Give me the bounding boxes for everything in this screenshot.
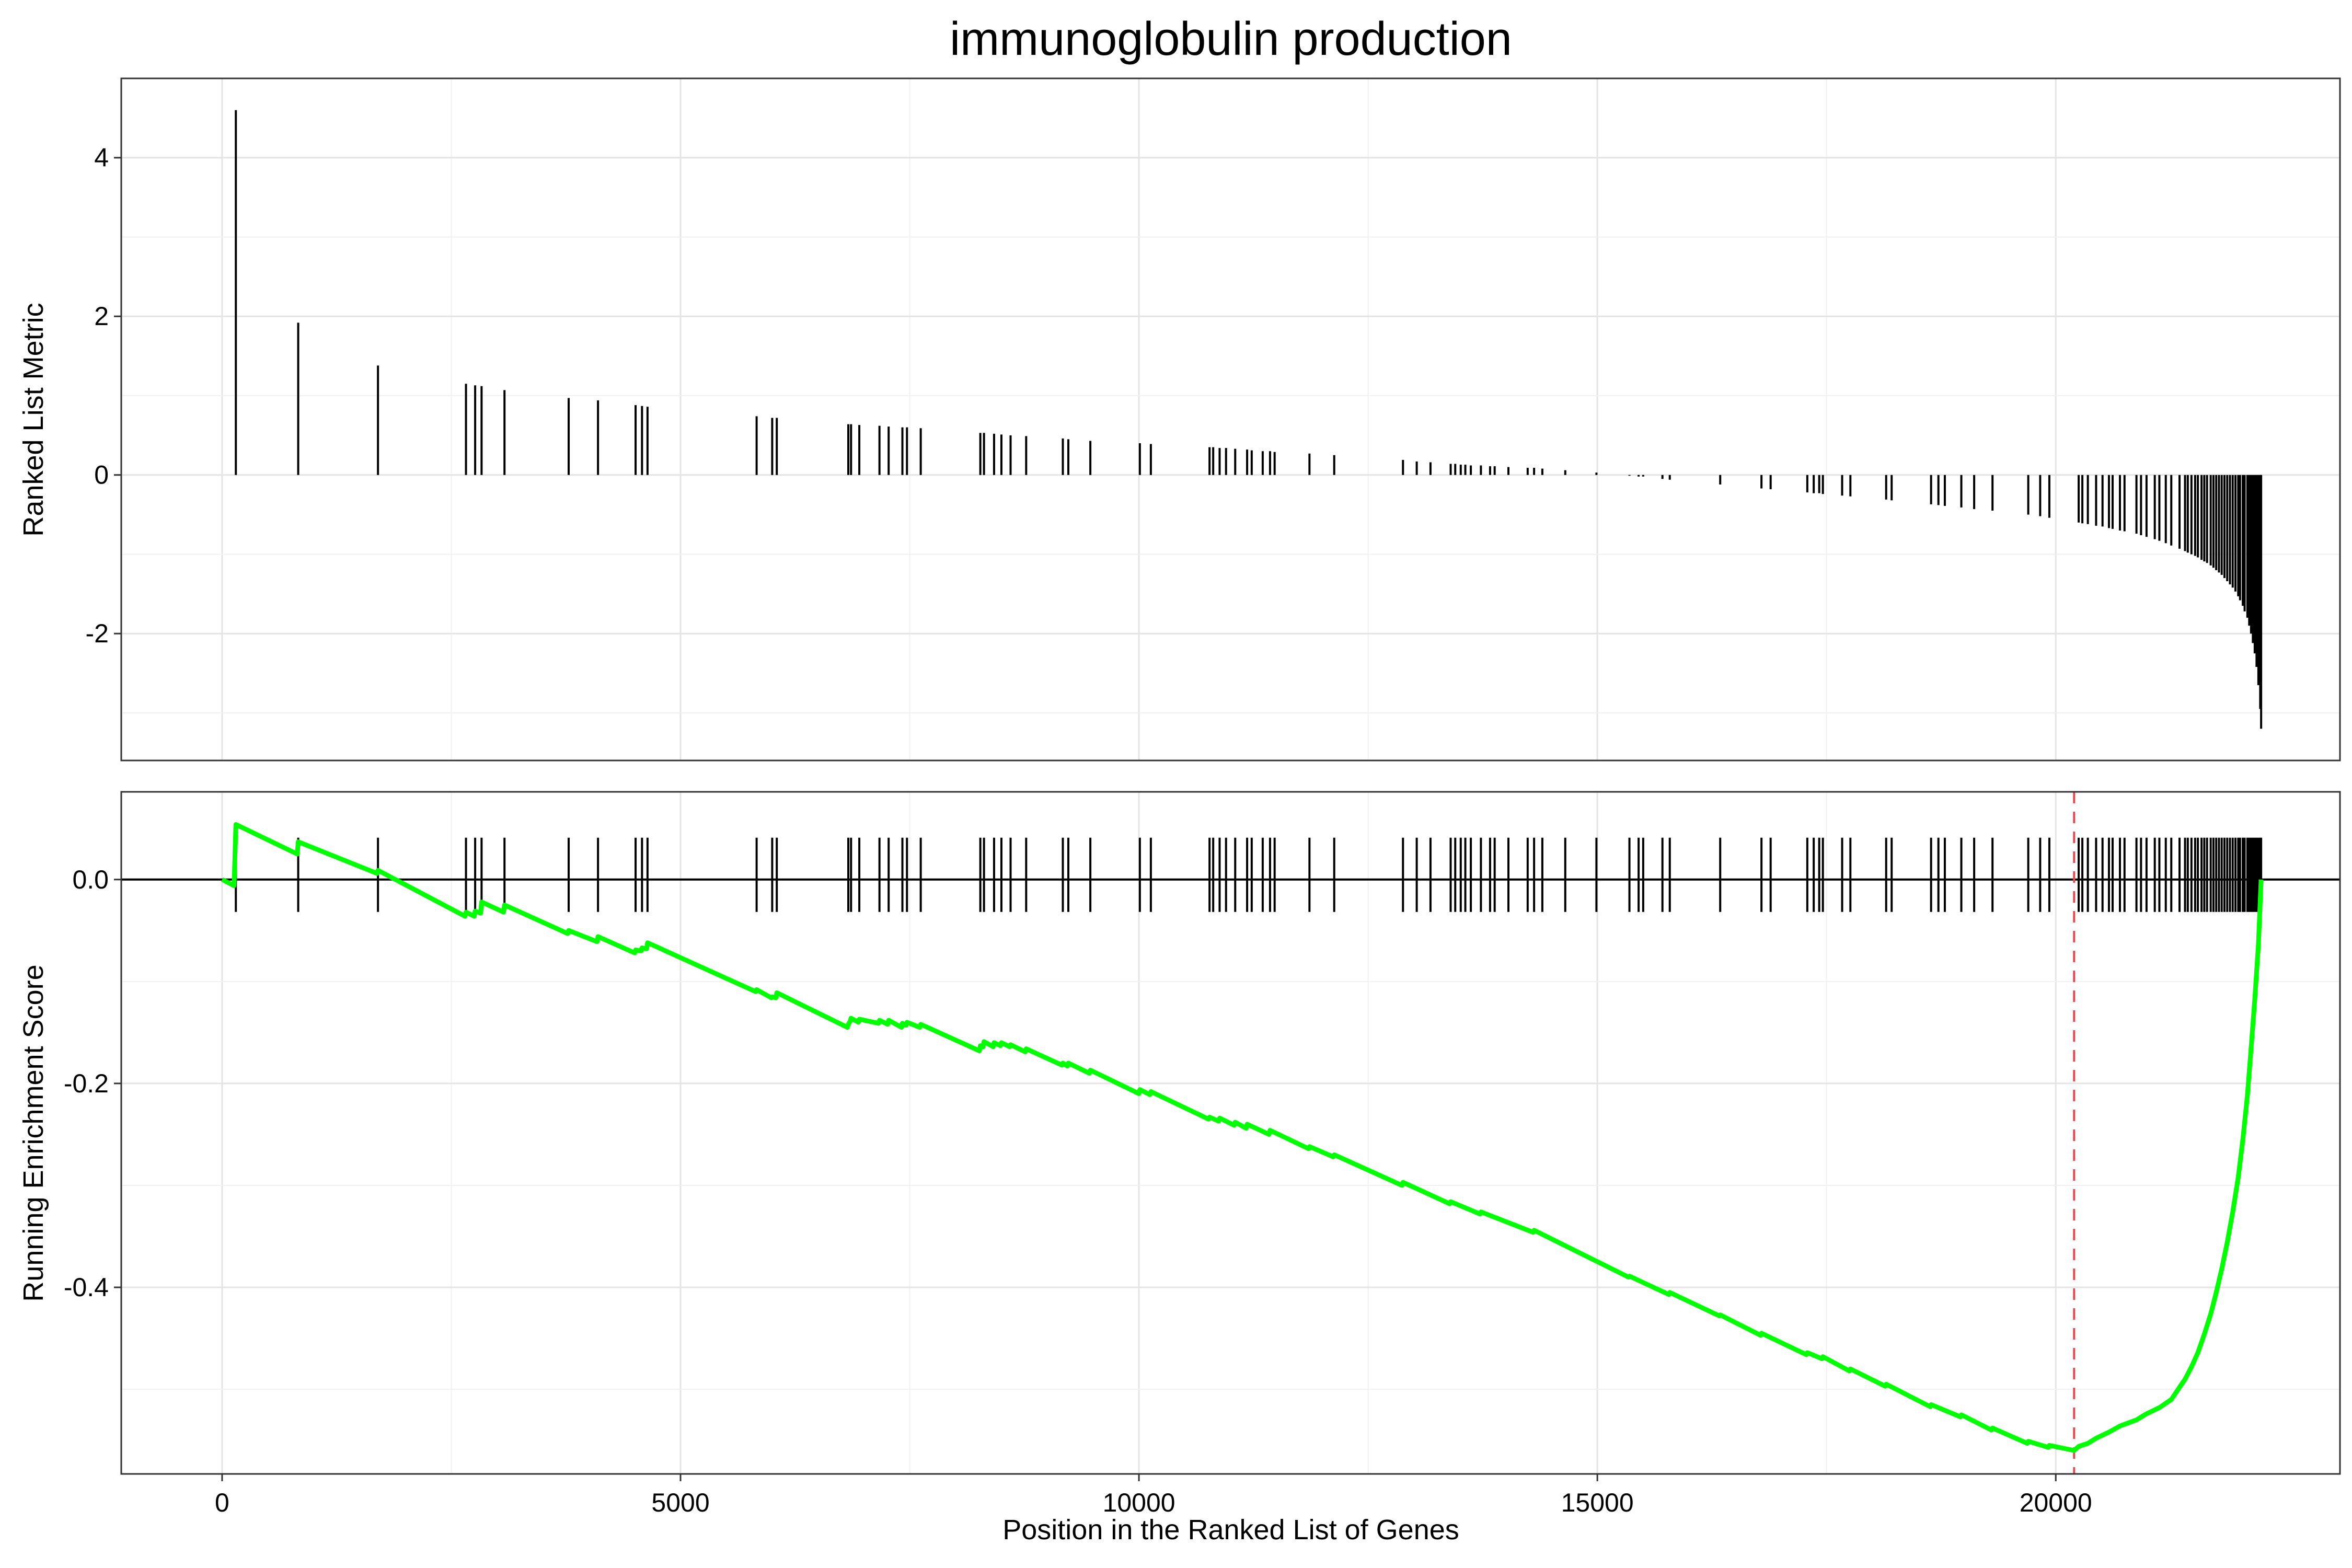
ranked-metric-y-ticks: 4 2 0 -2	[86, 143, 121, 648]
running-es-panel: 0.0 -0.2 -0.4 Running Enrichment Score	[18, 791, 2341, 1475]
x-tick-label: 20000	[2020, 1488, 2092, 1517]
x-tick-label: 5000	[651, 1488, 709, 1517]
running-es-y-label: Running Enrichment Score	[18, 964, 49, 1301]
ranked-metric-panel: 4 2 0 -2 Ranked List Metric	[18, 77, 2341, 762]
running-es-line	[221, 822, 2264, 1453]
ranked-metric-bars	[235, 110, 2263, 729]
chart-title: immunoglobulin production	[950, 13, 1512, 65]
running-es-y-tick-label: -0.2	[64, 1069, 109, 1098]
ranked-metric-y-label: Ranked List Metric	[18, 303, 49, 536]
ranked-metric-y-tick-label: 0	[94, 460, 109, 490]
running-es-grid	[121, 792, 2340, 1474]
running-es-y-tick-label: -0.4	[64, 1273, 109, 1302]
x-axis-ticks: 0 5000 10000 15000 20000	[215, 1474, 2092, 1517]
running-es-frame	[120, 791, 2341, 1475]
x-axis-label: Position in the Ranked List of Genes	[1002, 1514, 1459, 1546]
running-es-y-ticks: 0.0 -0.2 -0.4	[64, 865, 121, 1302]
running-es-marks	[121, 792, 2340, 1474]
ranked-metric-y-tick-label: 4	[94, 143, 109, 172]
ranked-metric-grid	[121, 78, 2340, 760]
ranked-metric-y-tick-label: -2	[86, 619, 109, 648]
running-es-y-tick-label: 0.0	[72, 865, 109, 894]
x-tick-label: 10000	[1103, 1488, 1175, 1517]
x-tick-label: 0	[215, 1488, 229, 1517]
x-tick-label: 15000	[1561, 1488, 1634, 1517]
ranked-metric-frame	[120, 77, 2341, 762]
ranked-metric-y-tick-label: 2	[94, 302, 109, 331]
